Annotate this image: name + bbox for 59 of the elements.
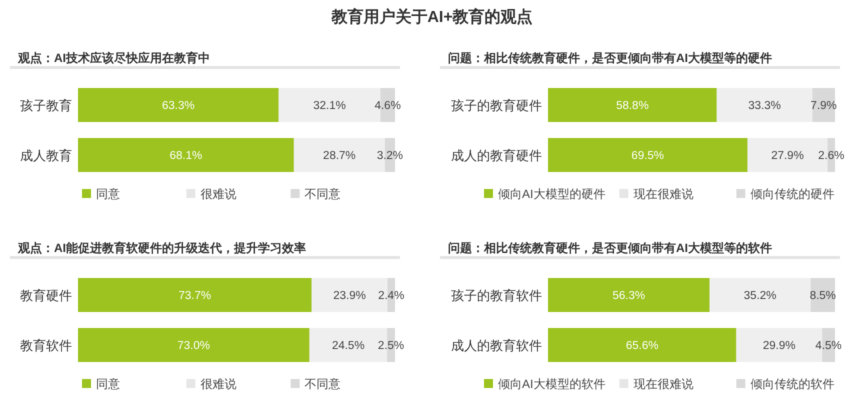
legend-label: 现在很难说: [633, 187, 694, 201]
bar: [548, 138, 748, 172]
chart-subtitle: 观点：AI能促进教育软硬件的升级迭代，提升学习效率: [17, 241, 306, 255]
legend-label: 倾向AI大模型的软件: [498, 377, 606, 391]
chart-subtitle: 问题：相比传统教育硬件，是否更倾向带有AI大模型等的软件: [448, 241, 772, 255]
legend-label: 倾向传统的硬件: [750, 187, 834, 201]
data-label: 33.3%: [748, 100, 781, 112]
data-label: 32.1%: [313, 100, 346, 112]
y-tick-label: 成人的教育硬件: [451, 148, 542, 163]
data-label: 2.5%: [378, 340, 404, 352]
legend-label: 倾向传统的软件: [750, 377, 834, 391]
y-tick-label: 孩子的教育软件: [451, 288, 542, 303]
data-label: 4.6%: [374, 100, 401, 112]
data-label: 27.9%: [771, 150, 804, 162]
bar: [78, 88, 279, 122]
legend-label: 倾向AI大模型的硬件: [498, 187, 606, 201]
chart-subtitle: 问题：相比传统教育硬件，是否更倾向带有AI大模型等的硬件: [448, 51, 772, 65]
y-tick-label: 成人教育: [20, 148, 72, 163]
data-label: 4.5%: [815, 340, 842, 352]
data-label: 69.5%: [631, 150, 664, 162]
bar: [548, 88, 717, 122]
data-label: 2.6%: [818, 150, 844, 162]
data-label: 2.4%: [378, 290, 404, 302]
bar: [78, 138, 294, 172]
data-label: 73.7%: [178, 290, 212, 302]
legend-label: 同意: [96, 377, 120, 391]
data-label: 73.0%: [177, 340, 210, 352]
legend-label: 同意: [96, 187, 120, 201]
data-label: 56.3%: [612, 290, 646, 302]
bar: [78, 278, 312, 312]
data-label: 24.5%: [332, 340, 365, 352]
y-tick-label: 孩子教育: [20, 98, 72, 113]
chart-subtitle: 观点：AI技术应该尽快应用在教育中: [17, 51, 210, 65]
y-tick-label: 教育软件: [20, 338, 72, 353]
data-label: 8.5%: [810, 290, 836, 302]
legend-label: 很难说: [200, 187, 236, 201]
bar: [548, 328, 736, 362]
data-label: 29.9%: [762, 340, 796, 352]
y-tick-label: 成人的教育软件: [451, 338, 542, 353]
legend-label: 现在很难说: [633, 377, 694, 391]
bar: [78, 328, 310, 362]
y-tick-label: 教育硬件: [20, 288, 72, 303]
data-label: 3.2%: [376, 150, 404, 162]
data-label: 23.9%: [333, 290, 366, 302]
data-label: 58.8%: [616, 100, 649, 112]
legend-label: 不同意: [304, 187, 341, 201]
data-label: 68.1%: [170, 150, 202, 162]
data-label: 7.9%: [810, 100, 837, 112]
bar: [716, 88, 812, 122]
text: 教育用户关于AI+教育的观点: [330, 7, 533, 26]
data-label: 35.2%: [744, 290, 776, 302]
bar: [710, 278, 811, 312]
legend-label: 不同意: [304, 377, 341, 391]
data-label: 65.6%: [626, 340, 658, 352]
data-label: 28.7%: [323, 150, 356, 162]
legend-label: 很难说: [200, 377, 236, 391]
y-tick-label: 孩子的教育硬件: [451, 98, 542, 113]
bar: [548, 278, 710, 312]
data-label: 63.3%: [162, 100, 195, 112]
